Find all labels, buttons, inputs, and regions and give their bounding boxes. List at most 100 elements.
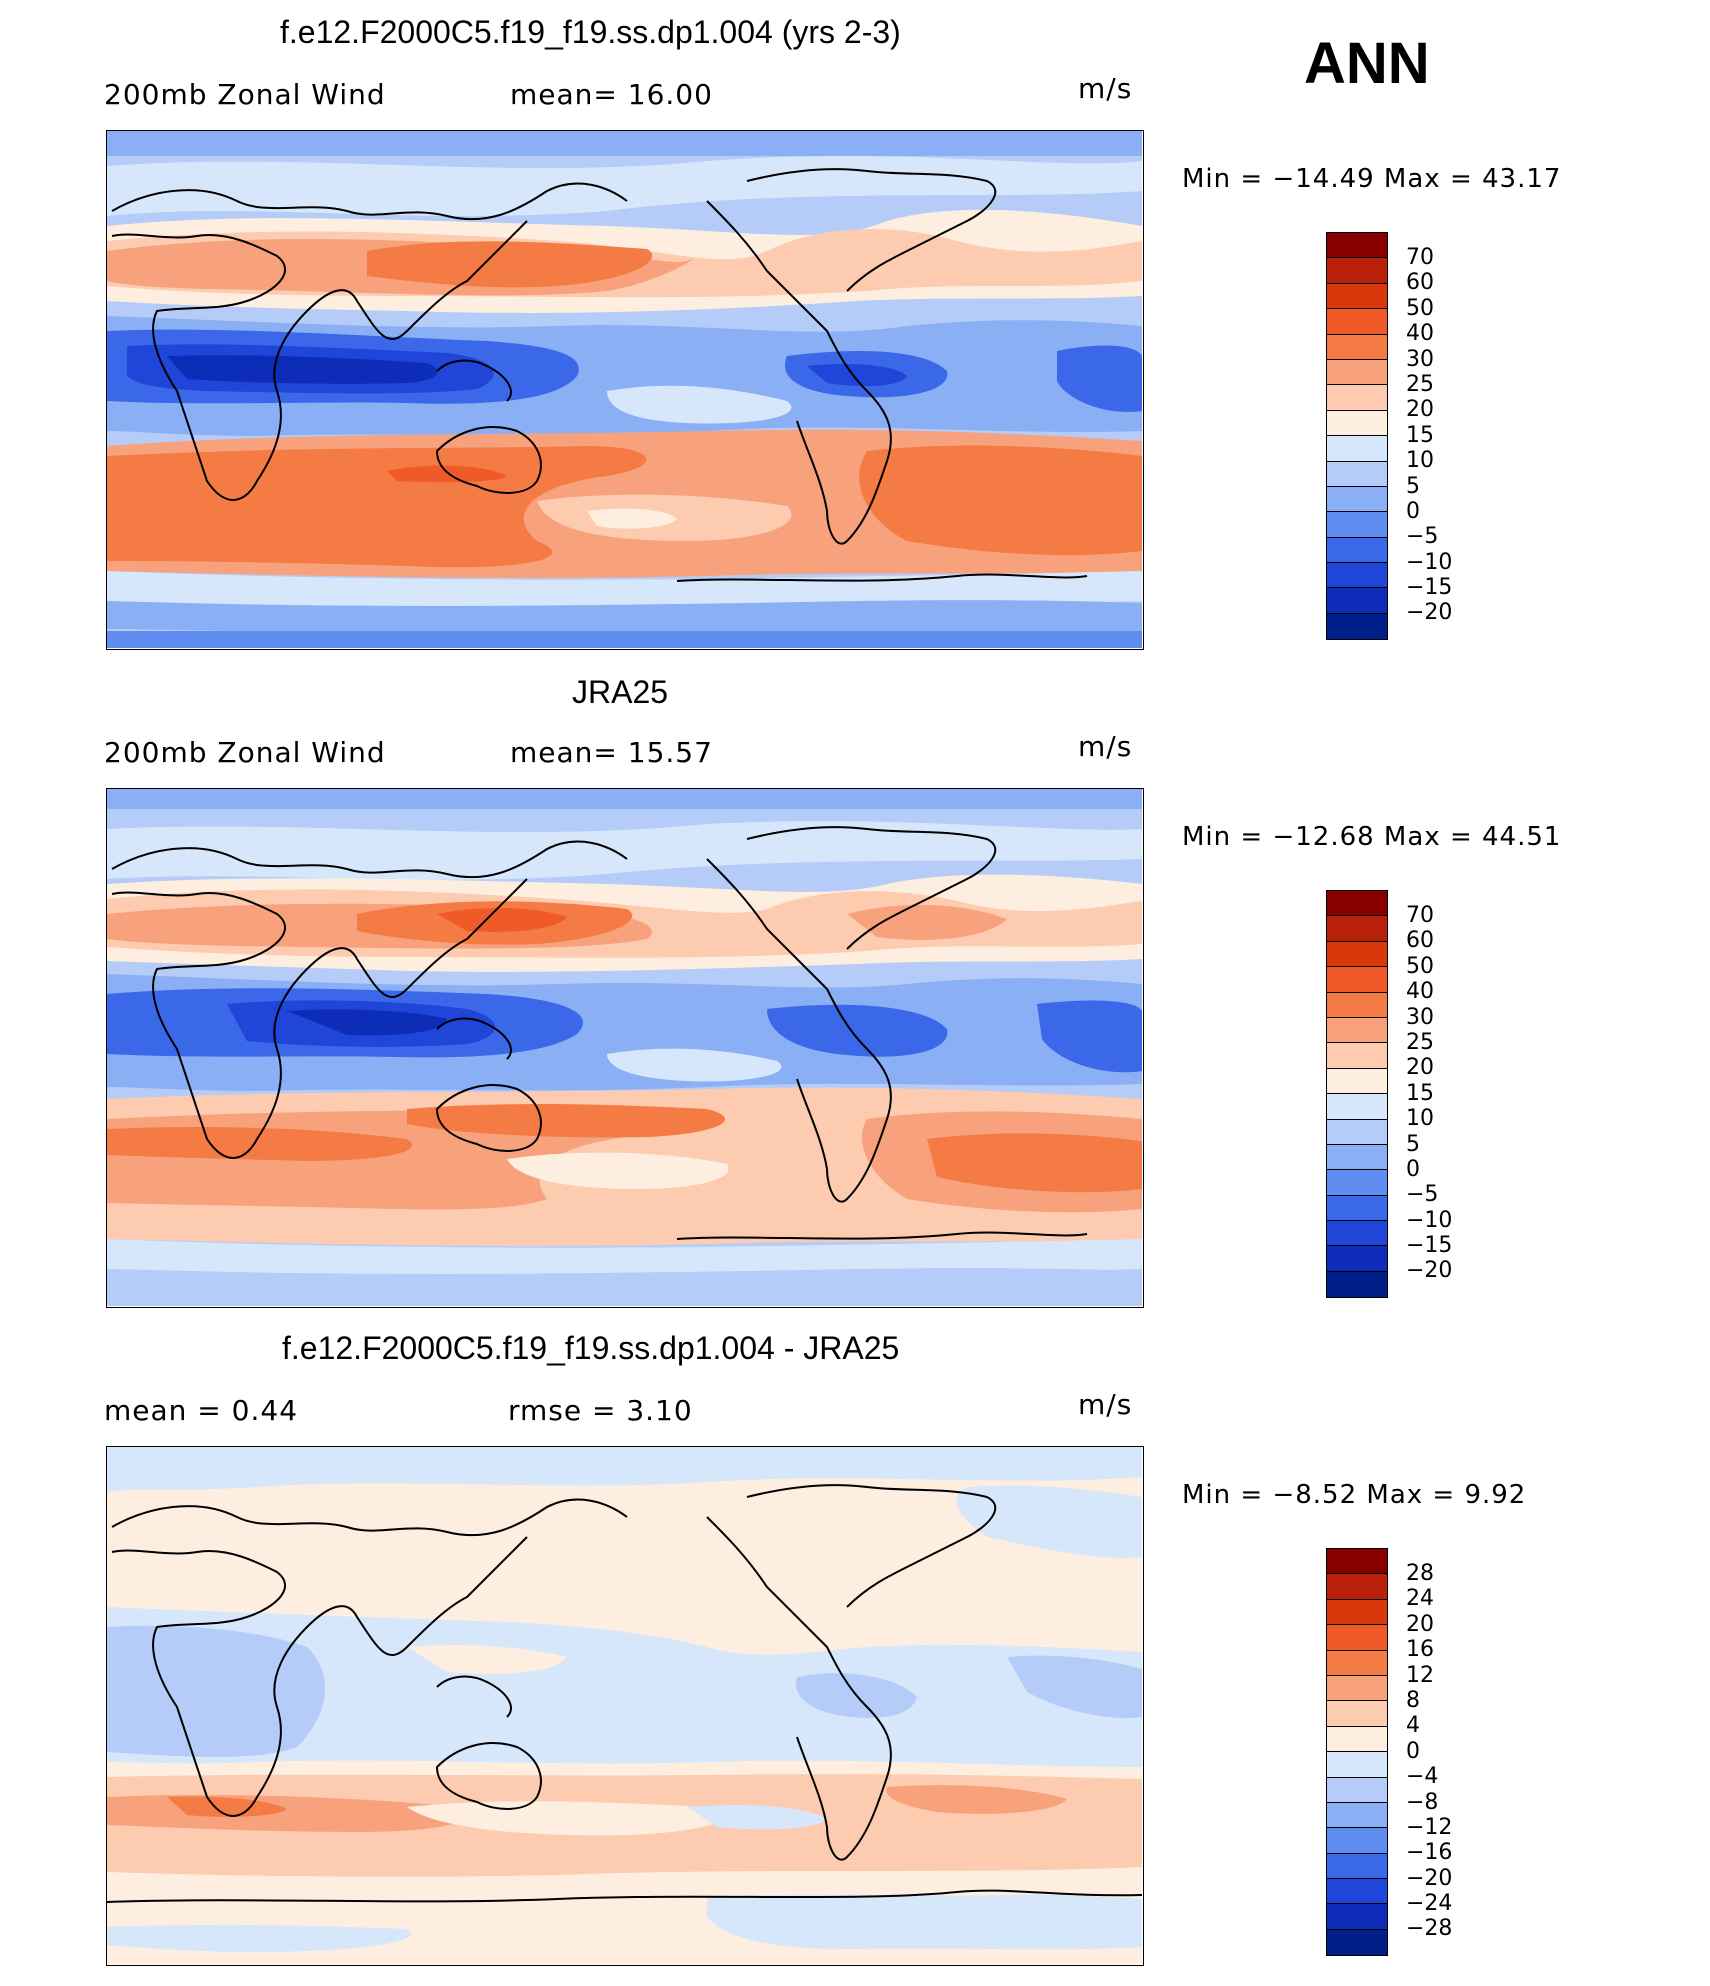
colorbar-tick-label: 10 bbox=[1406, 448, 1434, 474]
colorbar-swatch bbox=[1327, 891, 1387, 917]
colorbar-tick-label: −15 bbox=[1406, 575, 1453, 601]
panel-2-contour-plot bbox=[107, 789, 1142, 1306]
colorbar-swatch bbox=[1327, 967, 1387, 993]
colorbar-tick-label: 28 bbox=[1406, 1561, 1434, 1586]
colorbar-swatch bbox=[1327, 385, 1387, 411]
panel-3-title: f.e12.F2000C5.f19_f19.ss.dp1.004 - JRA25 bbox=[282, 1330, 900, 1366]
panel-2-map bbox=[106, 788, 1144, 1308]
colorbar-tick-label: 30 bbox=[1406, 1004, 1434, 1030]
colorbar-tick-label: 40 bbox=[1406, 979, 1434, 1005]
colorbar-swatch bbox=[1327, 537, 1387, 564]
panel-1-map bbox=[106, 130, 1144, 650]
colorbar-swatch bbox=[1327, 1017, 1387, 1044]
colorbar-tick-label: 25 bbox=[1406, 1029, 1434, 1055]
colorbar-tick-label: −12 bbox=[1406, 1814, 1453, 1840]
panel-1-colorbar-labels: 70 60 50 40 30 25 20 15 10 5 0 −5 −10 −1… bbox=[1406, 245, 1452, 626]
panel-1-minmax: Min = −14.49 Max = 43.17 bbox=[1182, 164, 1562, 194]
colorbar-tick-label: −28 bbox=[1406, 1916, 1453, 1942]
panel-3-units: m/s bbox=[1078, 1388, 1133, 1421]
colorbar-swatch bbox=[1327, 1271, 1387, 1298]
panel-3-mean-label: mean = 0.44 bbox=[104, 1394, 299, 1427]
panel-3-minmax: Min = −8.52 Max = 9.92 bbox=[1182, 1480, 1527, 1510]
panel-2-minmax: Min = −12.68 Max = 44.51 bbox=[1182, 822, 1562, 852]
colorbar-tick-label: 5 bbox=[1406, 1131, 1420, 1157]
colorbar-tick-label: 60 bbox=[1406, 270, 1434, 296]
colorbar-tick-label: 70 bbox=[1406, 245, 1434, 270]
panel-1-left-label: 200mb Zonal Wind bbox=[104, 78, 386, 111]
panel-1-title: f.e12.F2000C5.f19_f19.ss.dp1.004 (yrs 2-… bbox=[280, 14, 901, 50]
colorbar-swatch bbox=[1327, 1879, 1387, 1905]
panel-2-colorbar-labels: 70 60 50 40 30 25 20 15 10 5 0 −5 −10 −1… bbox=[1406, 903, 1452, 1284]
colorbar-tick-label: 0 bbox=[1406, 1738, 1420, 1764]
colorbar-tick-label: 70 bbox=[1406, 903, 1434, 928]
colorbar-swatch bbox=[1327, 334, 1387, 360]
colorbar-swatch bbox=[1327, 563, 1387, 589]
panel-2-left-label: 200mb Zonal Wind bbox=[104, 736, 386, 769]
colorbar-tick-label: 16 bbox=[1406, 1637, 1434, 1663]
colorbar-tick-label: 15 bbox=[1406, 1080, 1434, 1106]
colorbar-swatch bbox=[1327, 1068, 1387, 1095]
colorbar-tick-label: 0 bbox=[1406, 1156, 1420, 1182]
colorbar-tick-label: 20 bbox=[1406, 397, 1434, 423]
panel-1-contour-plot bbox=[107, 131, 1142, 648]
colorbar-tick-label: 50 bbox=[1406, 953, 1434, 979]
colorbar-swatch bbox=[1327, 1675, 1387, 1702]
season-label: ANN bbox=[1304, 31, 1430, 96]
colorbar-swatch bbox=[1327, 1574, 1387, 1600]
colorbar-tick-label: 10 bbox=[1406, 1106, 1434, 1132]
colorbar-tick-label: 8 bbox=[1406, 1687, 1420, 1713]
colorbar-swatch bbox=[1327, 283, 1387, 310]
colorbar-swatch bbox=[1327, 1094, 1387, 1120]
colorbar-swatch bbox=[1327, 233, 1387, 259]
colorbar-swatch bbox=[1327, 1144, 1387, 1171]
panel-2-title: JRA25 bbox=[572, 674, 669, 710]
panel-1-colorbar bbox=[1326, 232, 1388, 641]
colorbar-swatch bbox=[1327, 486, 1387, 513]
colorbar-swatch bbox=[1327, 613, 1387, 640]
colorbar-tick-label: 20 bbox=[1406, 1611, 1434, 1637]
colorbar-swatch bbox=[1327, 309, 1387, 335]
colorbar-swatch bbox=[1327, 1170, 1387, 1196]
colorbar-swatch bbox=[1327, 1625, 1387, 1651]
colorbar-tick-label: −24 bbox=[1406, 1891, 1453, 1917]
panel-2-units: m/s bbox=[1078, 730, 1133, 763]
colorbar-tick-label: 15 bbox=[1406, 422, 1434, 448]
panel-2-colorbar bbox=[1326, 890, 1388, 1299]
colorbar-tick-label: 4 bbox=[1406, 1713, 1420, 1739]
colorbar-tick-label: 12 bbox=[1406, 1662, 1434, 1688]
colorbar-tick-label: −4 bbox=[1406, 1764, 1439, 1790]
colorbar-swatch bbox=[1327, 1549, 1387, 1575]
colorbar-tick-label: −15 bbox=[1406, 1233, 1453, 1259]
panel-3-contour-plot bbox=[107, 1447, 1142, 1964]
colorbar-swatch bbox=[1327, 916, 1387, 942]
colorbar-swatch bbox=[1327, 1043, 1387, 1069]
colorbar-swatch bbox=[1327, 1650, 1387, 1676]
colorbar-swatch bbox=[1327, 436, 1387, 462]
colorbar-swatch bbox=[1327, 1802, 1387, 1829]
colorbar-tick-label: −10 bbox=[1406, 549, 1453, 575]
colorbar-swatch bbox=[1327, 258, 1387, 284]
colorbar-tick-label: 60 bbox=[1406, 928, 1434, 954]
panel-3-rmse-label: rmse = 3.10 bbox=[508, 1394, 693, 1427]
panel-1-units: m/s bbox=[1078, 72, 1133, 105]
colorbar-swatch bbox=[1327, 410, 1387, 437]
colorbar-swatch bbox=[1327, 1828, 1387, 1854]
colorbar-swatch bbox=[1327, 512, 1387, 538]
colorbar-tick-label: −16 bbox=[1406, 1840, 1453, 1866]
colorbar-swatch bbox=[1327, 1904, 1387, 1930]
colorbar-tick-label: −5 bbox=[1406, 1182, 1439, 1208]
colorbar-swatch bbox=[1327, 1726, 1387, 1753]
colorbar-tick-label: −8 bbox=[1406, 1789, 1439, 1815]
colorbar-swatch bbox=[1327, 1752, 1387, 1778]
colorbar-swatch bbox=[1327, 1246, 1387, 1272]
colorbar-swatch bbox=[1327, 461, 1387, 487]
colorbar-swatch bbox=[1327, 359, 1387, 386]
colorbar-tick-label: 5 bbox=[1406, 473, 1420, 499]
colorbar-tick-label: −20 bbox=[1406, 600, 1453, 626]
panel-3-colorbar-labels: 28 24 20 16 12 8 4 0 −4 −8 −12 −16 −20 −… bbox=[1406, 1561, 1452, 1942]
colorbar-tick-label: −20 bbox=[1406, 1865, 1453, 1891]
colorbar-tick-label: 24 bbox=[1406, 1586, 1434, 1612]
panel-3-colorbar bbox=[1326, 1548, 1388, 1957]
colorbar-tick-label: −10 bbox=[1406, 1207, 1453, 1233]
colorbar-tick-label: 25 bbox=[1406, 371, 1434, 397]
